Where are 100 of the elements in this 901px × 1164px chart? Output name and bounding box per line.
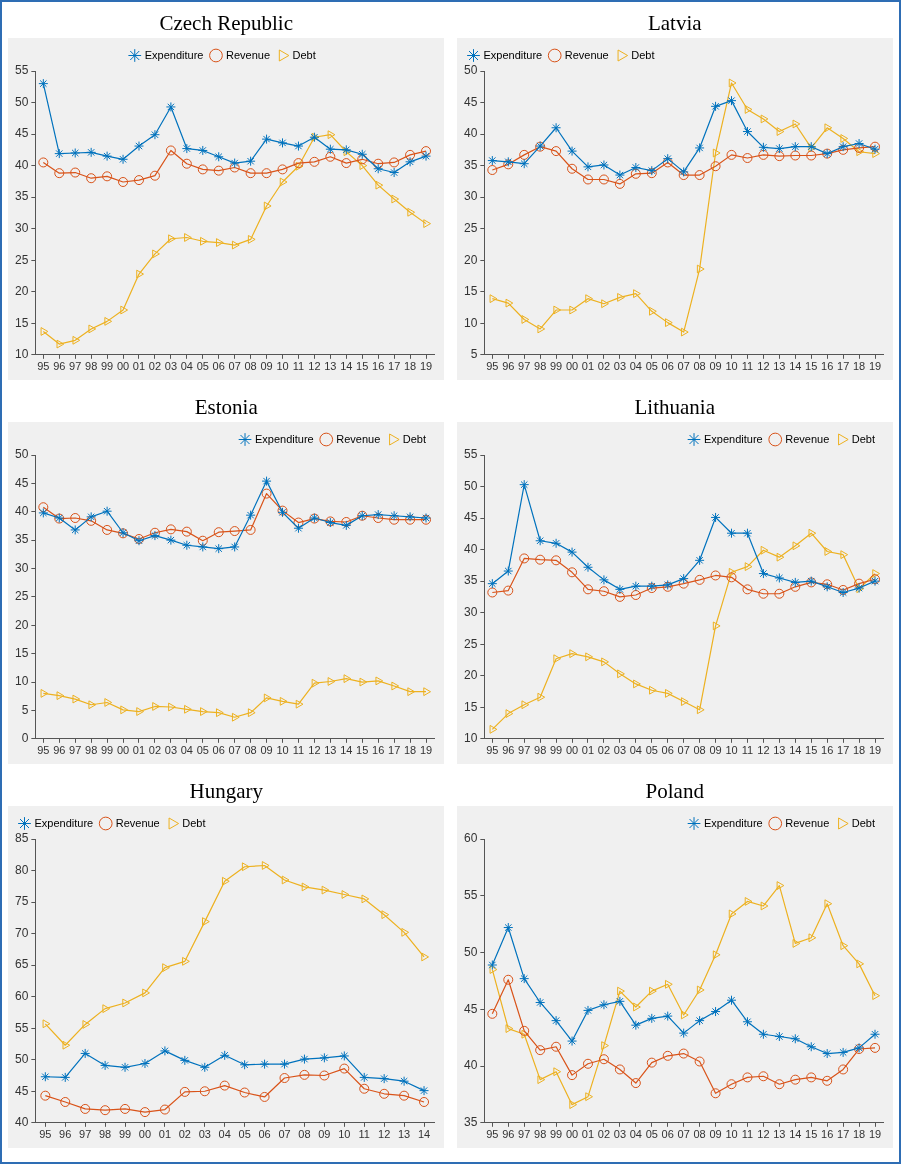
x-tick-label: 13 (772, 360, 786, 373)
point (582, 1058, 593, 1069)
point (373, 513, 384, 523)
point (198, 164, 209, 175)
point (872, 991, 880, 1001)
point (598, 1054, 609, 1065)
legend-label: Debt (851, 816, 875, 829)
x-tick-label: 11 (741, 744, 753, 757)
y-tick-label: 35 (463, 1115, 478, 1130)
point (259, 1091, 270, 1102)
point (60, 1096, 71, 1107)
point (299, 1069, 310, 1080)
point (632, 289, 641, 299)
y-tick-label: 40 (15, 157, 29, 172)
y-tick-label: 25 (15, 252, 29, 267)
point (487, 1008, 498, 1019)
point (550, 1041, 561, 1052)
point (664, 689, 673, 698)
x-tick-label: 01 (581, 1128, 594, 1141)
point (598, 999, 609, 1010)
y-tick-label: 40 (15, 504, 29, 519)
x-tick-label: 95 (37, 744, 50, 757)
x-tick-label: 04 (629, 360, 642, 373)
point (54, 168, 65, 179)
y-tick-label: 25 (15, 589, 29, 604)
x-tick-label: 17 (836, 744, 850, 757)
point (245, 524, 256, 535)
point (566, 1070, 577, 1081)
point (630, 1020, 641, 1031)
y-tick-label: 45 (15, 126, 29, 141)
point (405, 156, 416, 167)
point (805, 1072, 816, 1083)
y-tick-label: 50 (463, 944, 478, 959)
point (712, 621, 721, 631)
x-tick-label: 02 (149, 744, 162, 757)
point (421, 151, 432, 162)
x-tick-label: 19 (420, 744, 433, 757)
point (550, 1015, 561, 1026)
point (419, 1085, 430, 1096)
point (694, 170, 705, 181)
x-tick-label: 02 (597, 744, 610, 757)
point (630, 168, 641, 179)
point (200, 707, 209, 716)
point (710, 1088, 721, 1099)
point (245, 168, 256, 179)
point (487, 578, 498, 589)
point (70, 524, 81, 535)
point (232, 712, 240, 722)
point (40, 327, 49, 336)
x-tick-label: 13 (324, 744, 337, 757)
point (102, 524, 113, 535)
point (537, 1075, 545, 1085)
x-tick-label: 98 (85, 360, 98, 373)
point (632, 1002, 641, 1012)
point (744, 897, 753, 906)
x-tick-label: 15 (356, 744, 369, 757)
point (279, 1073, 290, 1084)
point (200, 236, 209, 246)
x-tick-label: 96 (501, 360, 515, 373)
point (678, 1028, 689, 1039)
x-tick-label: 14 (340, 360, 353, 373)
y-tick-label: 55 (15, 63, 29, 78)
x-tick-label: 07 (677, 360, 690, 373)
point (550, 538, 561, 549)
point (664, 318, 673, 328)
point (245, 510, 256, 521)
x-tick-label: 95 (485, 744, 499, 757)
point (742, 584, 753, 595)
legend-label: Revenue (336, 432, 381, 445)
point (42, 1019, 51, 1029)
x-tick-label: 99 (549, 360, 562, 373)
x-tick-label: 13 (772, 744, 786, 757)
point (824, 547, 832, 556)
x-tick-label: 16 (372, 744, 385, 757)
point (180, 1055, 191, 1066)
point (805, 1041, 816, 1052)
point (792, 119, 801, 129)
point (856, 147, 864, 157)
point (614, 170, 625, 181)
point (168, 702, 177, 712)
y-tick-label: 5 (21, 702, 29, 717)
x-tick-label: 98 (85, 744, 98, 757)
point (232, 240, 240, 250)
y-tick-label: 55 (463, 447, 478, 462)
x-tick-label: 06 (212, 360, 226, 373)
point (648, 306, 657, 316)
point (391, 194, 400, 204)
point (264, 201, 272, 211)
legend-label: Debt (182, 816, 206, 829)
point (534, 554, 545, 565)
point (566, 1036, 577, 1047)
x-tick-label: 10 (725, 744, 738, 757)
x-tick-label: 03 (198, 1128, 212, 1141)
point (248, 234, 256, 244)
x-tick-label: 99 (549, 1128, 562, 1141)
point (680, 1010, 689, 1020)
y-tick-label: 55 (463, 888, 478, 903)
point (694, 1056, 705, 1067)
point (840, 550, 848, 560)
x-tick-label: 00 (139, 1128, 152, 1141)
